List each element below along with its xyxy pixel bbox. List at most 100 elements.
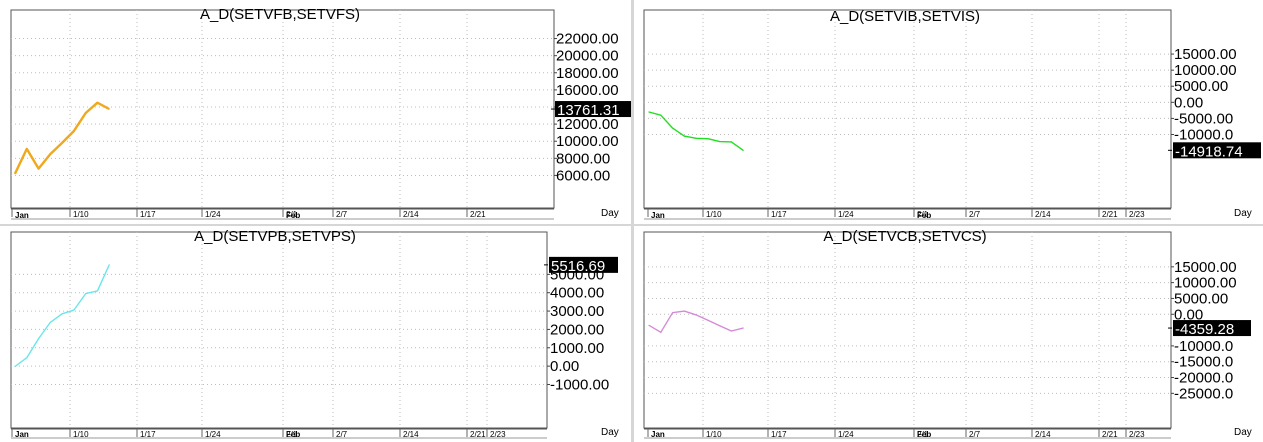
y-tick-label: 20000.00 [556,48,619,65]
last-value-box [1173,320,1251,337]
x-tick-label: 2/21 [470,430,486,439]
x-tick-label: 2/21 [1102,430,1118,439]
x-tick-label: 1/24 [838,430,854,439]
data-point [671,312,674,314]
y-tick-label: 16000.00 [556,82,619,99]
data-point [648,111,650,113]
x-tick-label: 1/10 [73,210,89,219]
data-point [14,173,16,175]
period-label: Day [1234,427,1252,438]
y-tick-label: -5000.00 [1174,110,1233,127]
x-tick-label: Feb [286,430,300,439]
y-tick-label: 2000.00 [550,321,604,338]
x-tick-label: 2/21 [470,210,486,219]
data-point [707,319,709,321]
data-point [660,331,662,333]
data-point [49,321,51,324]
x-tick-label: 1/17 [140,210,156,219]
x-tick-label: Jan [651,211,665,220]
chart-title: A_D(SETVPB,SETVPS) [194,228,356,245]
data-point [695,137,697,139]
data-point [719,140,721,143]
y-tick-label: 0.00 [550,358,579,375]
y-tick-label: 10000.00 [1174,62,1237,79]
x-tick-label: 2/7 [336,210,348,219]
panel-divider-horizontal [0,224,1263,226]
x-tick-label: 1/24 [838,210,854,219]
data-point [719,325,721,327]
data-point [742,327,744,329]
data-point [26,357,28,359]
data-point [49,153,51,155]
y-tick-label: 0.00 [1174,94,1203,111]
x-tick-label: 2/14 [403,430,419,439]
x-tick-label: 1/24 [205,430,221,439]
data-point [108,108,110,110]
last-value-label: 13761.31 [557,102,620,119]
y-tick-label: 8000.00 [556,150,610,167]
data-point [96,102,99,104]
y-tick-label: 18000.00 [556,65,619,82]
chart-panel-2: 15000.0010000.005000.000.00-5000.00-1000… [643,8,1261,220]
y-tick-label: 22000.00 [556,31,619,48]
x-tick-label: 1/10 [706,210,722,219]
data-point [648,324,650,326]
data-point [26,148,28,150]
x-tick-label: 1/10 [73,430,89,439]
data-point [85,112,87,114]
data-point [73,309,75,311]
chart-panel-3: 5000.004000.003000.002000.001000.000.00-… [10,228,619,439]
chart-panel-1: 22000.0020000.0018000.0016000.0014000.00… [10,6,631,220]
chart-title: A_D(SETVCB,SETVCS) [823,228,986,245]
x-tick-label: 1/17 [140,430,156,439]
y-tick-label: 0.00 [1174,306,1203,323]
chart-title: A_D(SETVFB,SETVFS) [200,6,360,23]
x-tick-label: 1/17 [771,430,787,439]
last-value-box [549,256,618,273]
x-tick-label: 1/10 [706,430,722,439]
data-point [14,365,16,368]
series-line [648,310,744,333]
series-line [13,101,110,175]
data-point [61,142,63,144]
x-tick-label: Jan [15,211,29,220]
data-point [707,138,709,140]
data-point [73,130,75,132]
data-point [671,127,674,129]
data-point [61,313,63,315]
last-value-label: -14918.74 [1175,143,1243,160]
data-point [742,149,744,151]
y-tick-label: -10000.0 [1174,126,1233,143]
x-tick-label: 1/24 [205,210,221,219]
data-point [96,290,99,292]
x-tick-label: 2/1 [286,210,298,219]
x-tick-label: 2/14 [1035,430,1051,439]
data-point [730,141,733,143]
y-tick-label: 10000.00 [556,133,619,150]
data-point [37,337,40,340]
x-tick-label: 2/23 [1129,430,1145,439]
y-tick-label: 1000.00 [550,340,604,357]
y-tick-label: 12000.00 [556,116,619,133]
y-tick-label: 6000.00 [556,167,610,184]
chart-title: A_D(SETVIB,SETVIS) [830,8,980,25]
series-line [648,111,744,151]
x-tick-label: 2/23 [490,430,506,439]
y-tick-label: 15000.00 [1174,46,1237,63]
panel-divider-vertical [631,0,634,442]
x-tick-label: 2/21 [1102,210,1118,219]
y-tick-label: 4000.00 [550,285,604,302]
x-tick-label: 1/17 [771,210,787,219]
y-tick-label: 10000.00 [1174,275,1237,292]
y-tick-label: -20000.0 [1174,370,1233,387]
x-tick-label: 2/7 [336,430,348,439]
plot-frame [643,9,1172,209]
period-label: Day [601,427,619,438]
series-line [14,264,110,368]
x-tick-label: 2/7 [969,430,981,439]
data-point [37,168,40,170]
y-tick-label: -1000.00 [550,376,609,393]
x-tick-label: Feb [917,430,931,439]
data-point [683,310,685,312]
